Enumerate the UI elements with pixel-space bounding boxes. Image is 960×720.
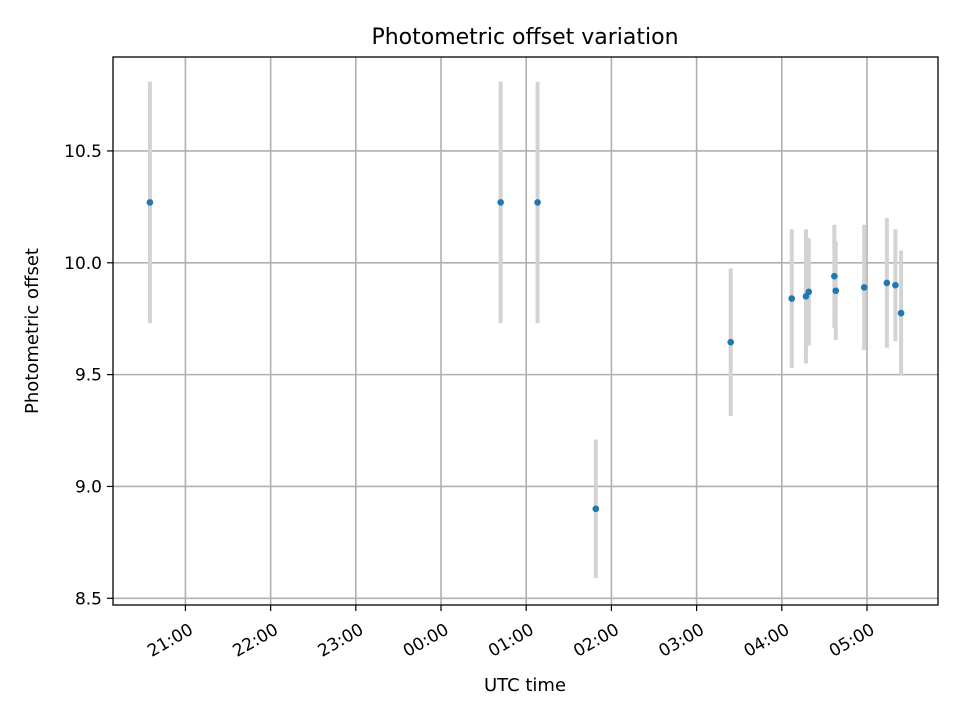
- data-point: [860, 284, 868, 291]
- data-point: [832, 287, 840, 295]
- data-points: [146, 199, 905, 513]
- data-point: [883, 279, 891, 287]
- y-tick-label: 9.5: [75, 366, 102, 386]
- data-point: [805, 288, 813, 296]
- data-point: [831, 272, 838, 280]
- data-point: [892, 281, 899, 289]
- y-tick-label: 10.5: [64, 142, 102, 162]
- grid: [113, 57, 938, 605]
- plot-area-frame: [112, 56, 939, 606]
- data-point: [788, 295, 796, 302]
- y-tick-label: 8.5: [75, 589, 102, 609]
- x-axis-label: UTC time: [484, 675, 566, 696]
- data-point: [146, 199, 154, 206]
- data-point: [727, 338, 734, 346]
- y-tick-label: 9.0: [75, 477, 102, 497]
- y-axis-label: Photometric offset: [22, 248, 43, 414]
- data-point: [534, 199, 541, 206]
- data-point: [497, 199, 504, 206]
- data-point: [592, 505, 600, 513]
- y-axis-ticks: 8.5 9.0 9.5 10.0 10.5: [64, 142, 113, 609]
- data-point: [897, 309, 905, 317]
- y-tick-label: 10.0: [64, 254, 102, 274]
- chart-title: Photometric offset variation: [371, 25, 678, 50]
